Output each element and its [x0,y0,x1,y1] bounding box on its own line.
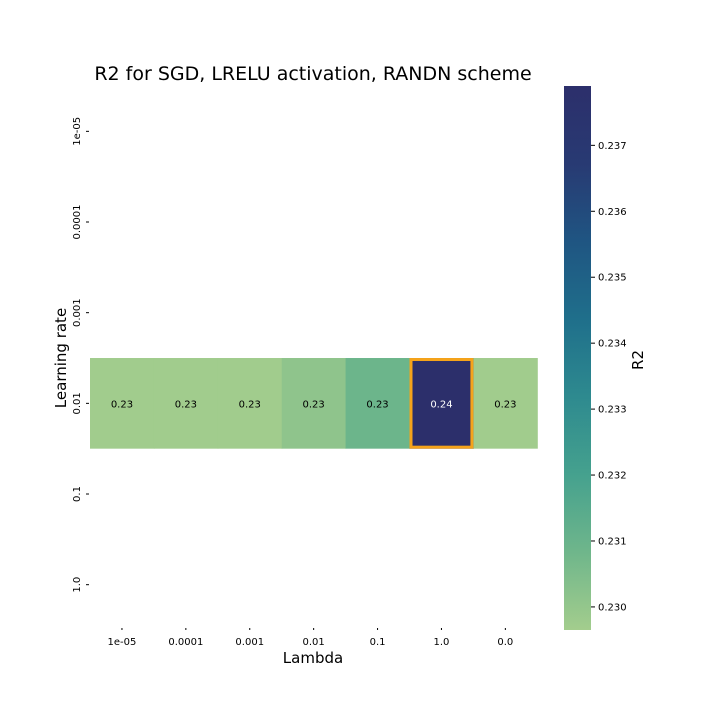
x-tick-label: 1e-05 [108,637,137,648]
colorbar: 0.230 0.231 0.232 0.233 0.234 0.235 0.236 0.237 [564,86,627,630]
heatmap-cell [281,358,347,449]
colorbar-tick-label: 0.231 [598,536,627,547]
y-tick-label: 0.0001 [72,205,83,240]
heatmap-cell [90,358,155,449]
x-axis-ticks: 1e-05 0.0001 0.001 0.01 0.1 1.0 0.0 [108,628,513,648]
cell-value-label: 0.23 [111,399,133,410]
colorbar-tick-label: 0.237 [598,141,627,152]
chart-title: R2 for SGD, LRELU activation, RANDN sche… [94,63,531,85]
colorbar-tick-label: 0.233 [598,405,627,416]
y-tick-label: 0.01 [72,392,83,414]
y-tick-label: 0.1 [72,486,83,502]
heatmap-cell [345,358,410,449]
x-axis-label: Lambda [283,649,343,667]
cell-value-label: 0.23 [175,399,197,410]
highlight-box [409,358,474,449]
y-axis-ticks: 1e-05 0.0001 0.001 0.01 0.1 1.0 [72,117,89,593]
cell-value-label: 0.23 [239,399,261,410]
colorbar-label: R2 [629,350,647,370]
colorbar-gradient [564,86,591,630]
x-tick-label: 0.001 [235,637,264,648]
y-axis-label: Learning rate [52,308,70,408]
heatmap-cell [217,358,283,449]
heatmap-cell [409,358,474,449]
colorbar-tick-label: 0.230 [598,602,627,613]
colorbar-tick-label: 0.235 [598,273,627,284]
y-tick-label: 0.001 [72,298,83,327]
x-tick-label: 0.0 [497,637,513,648]
colorbar-tick-label: 0.236 [598,207,627,218]
y-tick-label: 1.0 [72,577,83,593]
heatmap-cells: 0.23 0.23 0.23 0.23 0.23 0.24 0.23 [90,358,538,449]
x-tick-label: 0.0001 [168,637,203,648]
cell-value-label: 0.23 [303,399,325,410]
colorbar-tick-label: 0.234 [598,339,627,350]
cell-value-label: 0.24 [430,399,452,410]
x-tick-label: 1.0 [433,637,449,648]
y-tick-label: 1e-05 [72,117,83,146]
x-tick-label: 0.1 [370,637,386,648]
x-tick-label: 0.01 [303,637,325,648]
colorbar-tick-label: 0.232 [598,471,627,482]
heatmap-cell [153,358,219,449]
cell-value-label: 0.23 [494,399,516,410]
heatmap-cell [473,358,538,449]
cell-value-label: 0.23 [366,399,388,410]
